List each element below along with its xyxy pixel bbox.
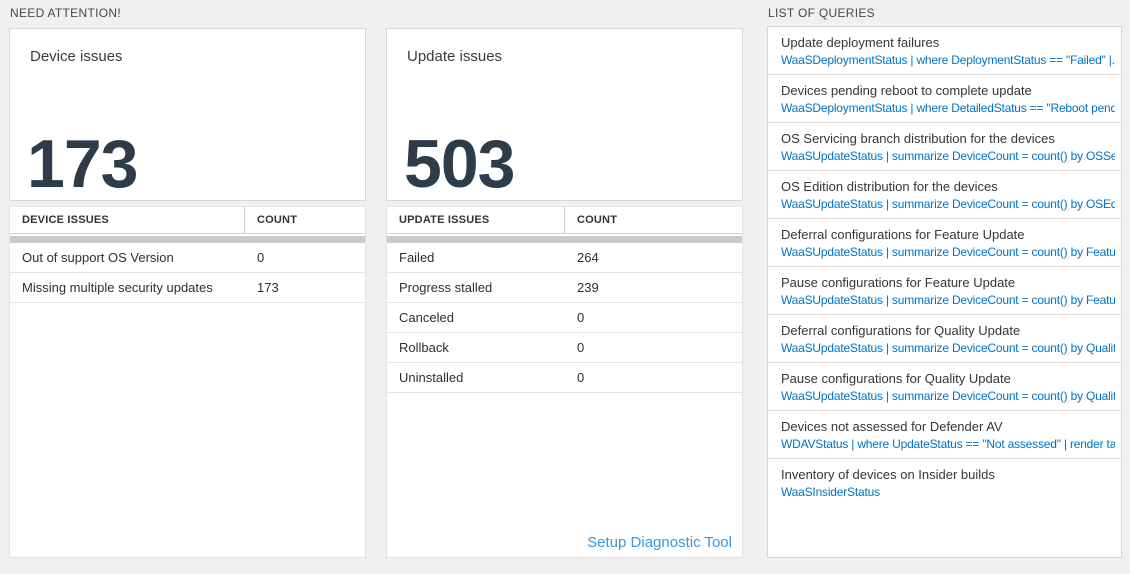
row-label: Canceled (399, 310, 454, 325)
query-text: WaaSUpdateStatus | summarize DeviceCount… (781, 341, 1115, 355)
query-item-deferral-quality-update[interactable]: Deferral configurations for Quality Upda… (768, 315, 1121, 363)
query-item-os-servicing-branch[interactable]: OS Servicing branch distribution for the… (768, 123, 1121, 171)
query-text: WaaSInsiderStatus (781, 485, 880, 499)
table-row[interactable]: Out of support OS Version 0 (10, 243, 365, 273)
table-row[interactable]: Uninstalled 0 (387, 363, 742, 393)
query-title: Pause configurations for Feature Update (781, 275, 1016, 290)
row-count: 0 (577, 310, 585, 325)
device-issues-title: Device issues (30, 48, 123, 65)
query-item-deferral-feature-update[interactable]: Deferral configurations for Feature Upda… (768, 219, 1121, 267)
horizontal-scrollbar[interactable] (10, 236, 365, 243)
device-issues-table: DEVICE ISSUES COUNT Out of support OS Ve… (9, 206, 366, 558)
row-count: 0 (577, 340, 585, 355)
row-label: Uninstalled (399, 370, 464, 385)
update-issues-title: Update issues (407, 48, 503, 65)
row-label: Progress stalled (399, 280, 493, 295)
query-list-panel: Update deployment failures WaaSDeploymen… (767, 26, 1122, 558)
column-header-count: COUNT (257, 214, 298, 226)
update-issues-count: 503 (404, 126, 515, 202)
query-item-os-edition-distribution[interactable]: OS Edition distribution for the devices … (768, 171, 1121, 219)
column-header-count: COUNT (577, 214, 618, 226)
row-label: Rollback (399, 340, 449, 355)
row-label: Out of support OS Version (22, 250, 174, 265)
query-item-devices-pending-reboot[interactable]: Devices pending reboot to complete updat… (768, 75, 1121, 123)
query-text: WaaSUpdateStatus | summarize DeviceCount… (781, 149, 1115, 163)
query-item-pause-feature-update[interactable]: Pause configurations for Feature Update … (768, 267, 1121, 315)
update-issues-table-header: UPDATE ISSUES COUNT (387, 207, 742, 234)
update-issues-tile[interactable]: Update issues 503 (386, 28, 743, 201)
query-title: Deferral configurations for Quality Upda… (781, 323, 1021, 338)
table-row[interactable]: Rollback 0 (387, 333, 742, 363)
query-item-insider-builds-inventory[interactable]: Inventory of devices on Insider builds W… (768, 459, 1121, 507)
query-title: OS Servicing branch distribution for the… (781, 131, 1055, 146)
query-title: Inventory of devices on Insider builds (781, 467, 995, 482)
row-count: 0 (257, 250, 265, 265)
query-item-update-deployment-failures[interactable]: Update deployment failures WaaSDeploymen… (768, 27, 1121, 75)
query-title: Deferral configurations for Feature Upda… (781, 227, 1025, 242)
table-row[interactable]: Progress stalled 239 (387, 273, 742, 303)
query-text: WaaSDeploymentStatus | where DeploymentS… (781, 53, 1115, 67)
query-text: WaaSUpdateStatus | summarize DeviceCount… (781, 293, 1115, 307)
column-header-update-issues: UPDATE ISSUES (387, 207, 565, 233)
device-issues-count: 173 (27, 126, 138, 202)
query-text: WaaSUpdateStatus | summarize DeviceCount… (781, 245, 1115, 259)
row-label: Missing multiple security updates (22, 280, 213, 295)
query-title: Devices not assessed for Defender AV (781, 419, 1003, 434)
column-header-device-issues: DEVICE ISSUES (10, 207, 245, 233)
row-count: 173 (257, 280, 279, 295)
query-title: Devices pending reboot to complete updat… (781, 83, 1032, 98)
table-row[interactable]: Canceled 0 (387, 303, 742, 333)
query-title: OS Edition distribution for the devices (781, 179, 998, 194)
table-row[interactable]: Failed 264 (387, 243, 742, 273)
need-attention-section-header: NEED ATTENTION! (10, 6, 121, 20)
setup-diagnostic-tool-link[interactable]: Setup Diagnostic Tool (587, 534, 732, 551)
query-text: WaaSUpdateStatus | summarize DeviceCount… (781, 389, 1115, 403)
query-text: WaaSDeploymentStatus | where DetailedSta… (781, 101, 1115, 115)
query-title: Pause configurations for Quality Update (781, 371, 1011, 386)
query-item-defender-av-not-assessed[interactable]: Devices not assessed for Defender AV WDA… (768, 411, 1121, 459)
query-text: WaaSUpdateStatus | summarize DeviceCount… (781, 197, 1115, 211)
row-count: 239 (577, 280, 599, 295)
table-row[interactable]: Missing multiple security updates 173 (10, 273, 365, 303)
query-title: Update deployment failures (781, 35, 940, 50)
row-count: 264 (577, 250, 599, 265)
row-count: 0 (577, 370, 585, 385)
update-issues-table: UPDATE ISSUES COUNT Failed 264 Progress … (386, 206, 743, 558)
device-issues-tile[interactable]: Device issues 173 (9, 28, 366, 201)
row-label: Failed (399, 250, 435, 265)
query-item-pause-quality-update[interactable]: Pause configurations for Quality Update … (768, 363, 1121, 411)
list-of-queries-section-header: LIST OF QUERIES (768, 6, 875, 20)
horizontal-scrollbar[interactable] (387, 236, 742, 243)
query-text: WDAVStatus | where UpdateStatus == "Not … (781, 437, 1115, 451)
device-issues-table-header: DEVICE ISSUES COUNT (10, 207, 365, 234)
